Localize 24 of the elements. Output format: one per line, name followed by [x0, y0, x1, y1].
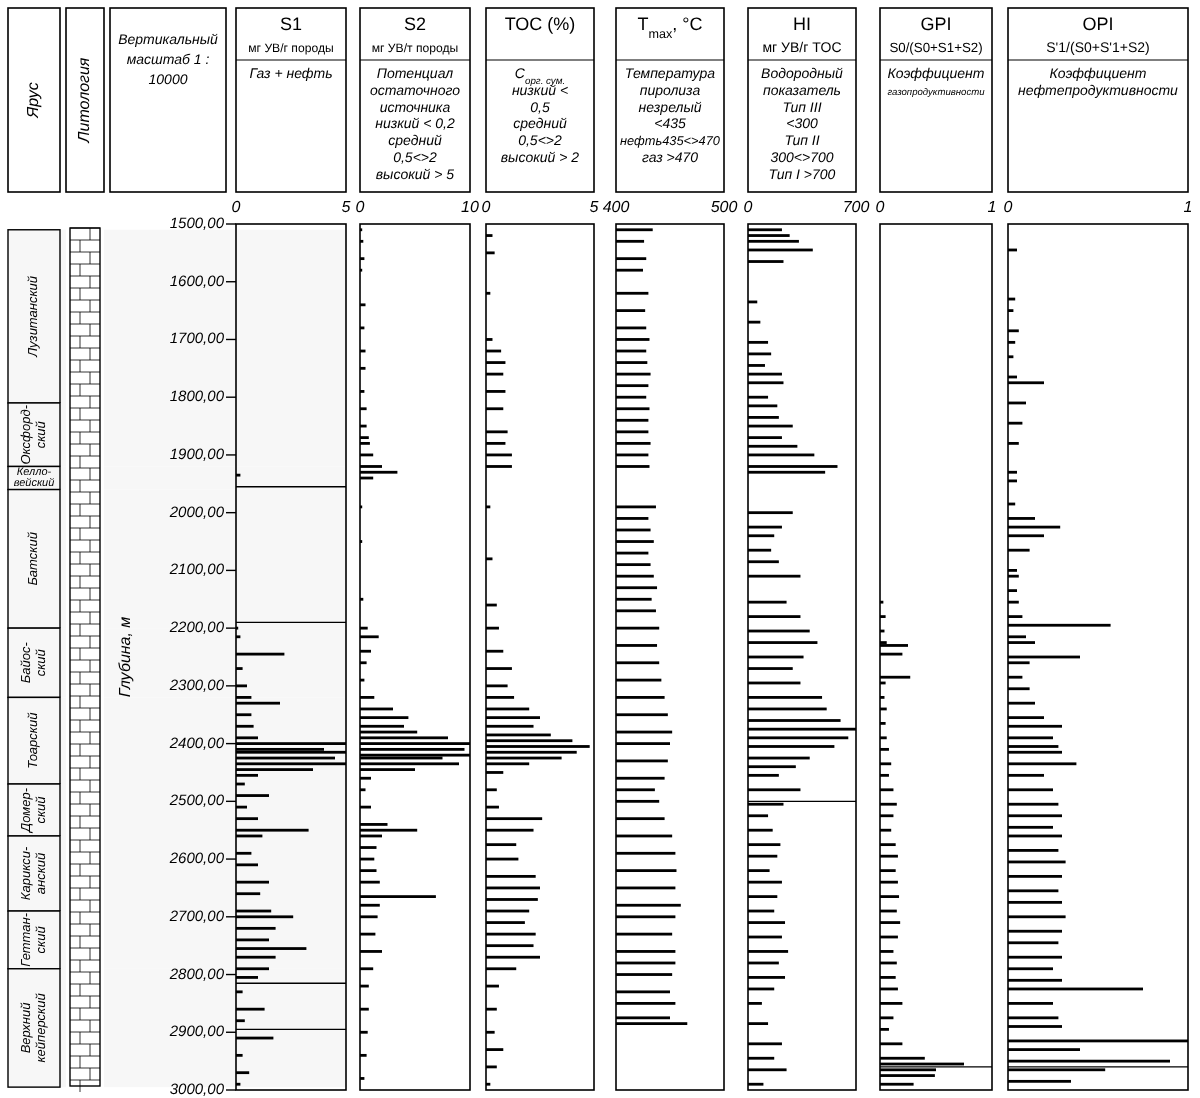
x-tick-label: 700 [842, 198, 871, 216]
x-tick-label: 5 [589, 198, 600, 216]
x-tick-label: 0 [481, 198, 492, 216]
x-tick-label: 5 [341, 198, 352, 216]
chart-title: S1 [279, 14, 303, 34]
x-tick-label: 500 [710, 198, 739, 216]
chart-title: TOC (%) [504, 14, 576, 34]
x-tick-label: 400 [602, 198, 631, 216]
chart-title: T$_{max}$, °C [637, 14, 704, 41]
text: Литология [75, 56, 94, 145]
x-tick-label: 0 [355, 198, 366, 216]
x-tick-label: 1 [987, 198, 997, 216]
chart-title: OPI [1082, 14, 1114, 34]
text: Ярус [24, 82, 43, 120]
x-tick-label: 10 [461, 198, 480, 216]
chart-title: HI [793, 14, 811, 34]
chart-title: S2 [403, 14, 427, 34]
chart-title: GPI [920, 14, 952, 34]
x-tick-label: 1 [1183, 198, 1193, 216]
x-tick-label: 0 [743, 198, 754, 216]
x-tick-label: 0 [231, 198, 242, 216]
x-tick-label: 0 [875, 198, 886, 216]
x-tick-label: 0 [1003, 198, 1014, 216]
y-axis-title: Глубина, м [116, 615, 135, 698]
